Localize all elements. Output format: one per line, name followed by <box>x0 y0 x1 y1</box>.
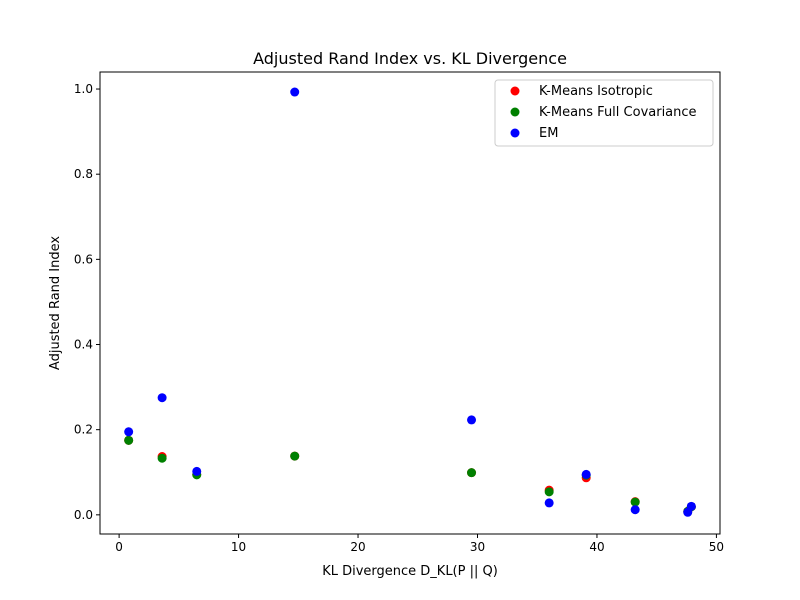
x-axis-ticks: 0 10 20 30 40 50 <box>115 534 724 554</box>
point-k-means-full-covariance <box>290 451 300 461</box>
y-tick-label: 0.0 <box>74 508 93 522</box>
point-em <box>467 415 477 425</box>
y-tick-label: 0.8 <box>74 167 93 181</box>
point-em <box>630 505 640 515</box>
point-em <box>686 501 696 511</box>
point-em <box>544 498 554 508</box>
y-tick-label: 0.6 <box>74 252 93 266</box>
y-tick-label: 0.2 <box>74 423 93 437</box>
point-em <box>290 87 300 97</box>
x-tick-label: 40 <box>589 540 604 554</box>
legend: K-Means Isotropic K-Means Full Covariance… <box>494 79 714 147</box>
point-k-means-full-covariance <box>544 487 554 497</box>
x-tick-label: 10 <box>231 540 246 554</box>
y-tick-label: 1.0 <box>74 82 93 96</box>
y-axis-label: Adjusted Rand Index <box>48 236 63 370</box>
point-em <box>157 393 167 403</box>
x-tick-label: 30 <box>470 540 485 554</box>
point-k-means-full-covariance <box>124 435 134 445</box>
x-tick-label: 50 <box>709 540 724 554</box>
legend-marker-k-means-full-covariance <box>510 107 520 117</box>
point-em <box>581 469 591 479</box>
legend-label-k-means-full-covariance: K-Means Full Covariance <box>539 105 697 120</box>
x-tick-label: 0 <box>115 540 123 554</box>
chart-title: Adjusted Rand Index vs. KL Divergence <box>253 49 567 68</box>
point-k-means-full-covariance <box>630 497 640 507</box>
point-em <box>192 466 202 476</box>
point-k-means-full-covariance <box>157 453 167 463</box>
data-points <box>124 87 696 517</box>
plot-frame <box>99 71 721 535</box>
legend-label-em: EM <box>539 126 558 141</box>
legend-box <box>494 79 714 147</box>
point-k-means-full-covariance <box>467 468 477 478</box>
y-axis-ticks: 0.0 0.2 0.4 0.6 0.8 1.0 <box>74 82 100 522</box>
x-tick-label: 20 <box>350 540 365 554</box>
x-axis-label: KL Divergence D_KL(P || Q) <box>322 564 498 579</box>
legend-marker-k-means-isotropic <box>510 86 520 96</box>
y-tick-label: 0.4 <box>74 338 93 352</box>
legend-label-k-means-isotropic: K-Means Isotropic <box>539 84 653 99</box>
legend-marker-em <box>510 128 520 138</box>
point-em <box>124 427 134 437</box>
